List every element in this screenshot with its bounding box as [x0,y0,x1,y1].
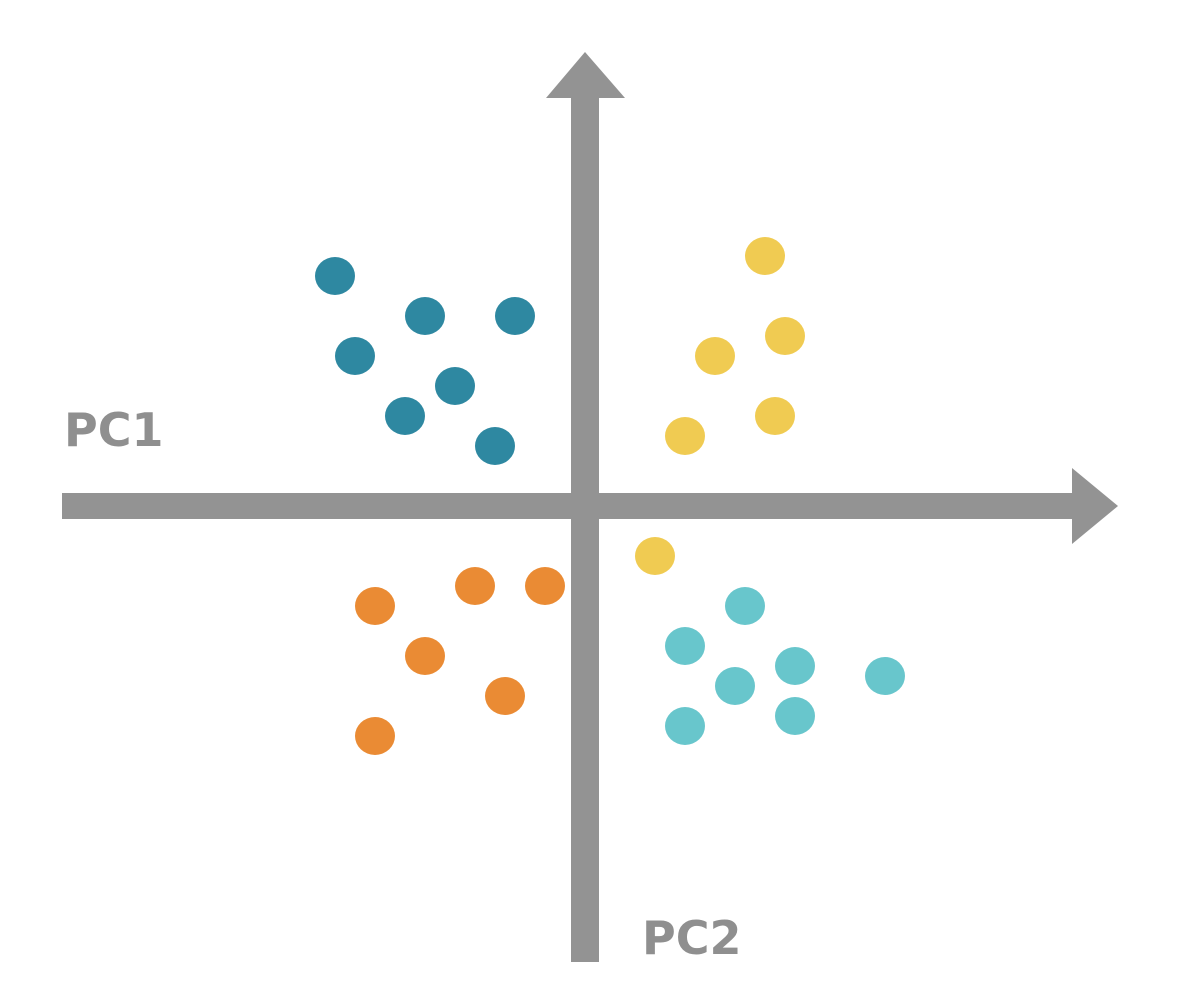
data-point-s3-4 [405,637,445,675]
y-axis-arrowhead [546,52,625,98]
y-axis-line [571,94,599,962]
data-point-s4-6 [665,707,705,745]
data-point-s1-4 [335,337,375,375]
data-point-s3-2 [455,567,495,605]
data-point-s4-2 [665,627,705,665]
data-point-s3-6 [355,717,395,755]
data-point-s3-3 [355,587,395,625]
x-axis-label: PC1 [64,403,163,457]
data-point-s1-2 [405,297,445,335]
y-axis-label: PC2 [642,911,741,965]
data-point-s2-3 [695,337,735,375]
data-point-s3-1 [525,567,565,605]
data-point-s1-6 [385,397,425,435]
data-point-s2-1 [745,237,785,275]
data-point-s2-2 [765,317,805,355]
data-points [315,237,905,755]
data-point-s1-7 [475,427,515,465]
data-point-s1-3 [495,297,535,335]
data-point-s4-7 [775,697,815,735]
data-point-s2-5 [665,417,705,455]
data-point-s4-4 [865,657,905,695]
y-axis [546,52,625,962]
data-point-s2-4 [755,397,795,435]
data-point-s1-5 [435,367,475,405]
data-point-s4-5 [715,667,755,705]
data-point-s2-6 [635,537,675,575]
data-point-s1-1 [315,257,355,295]
x-axis-arrowhead [1072,468,1118,544]
data-point-s4-3 [775,647,815,685]
data-point-s4-1 [725,587,765,625]
data-point-s3-5 [485,677,525,715]
x-axis-line [62,493,1076,519]
x-axis [62,468,1118,544]
